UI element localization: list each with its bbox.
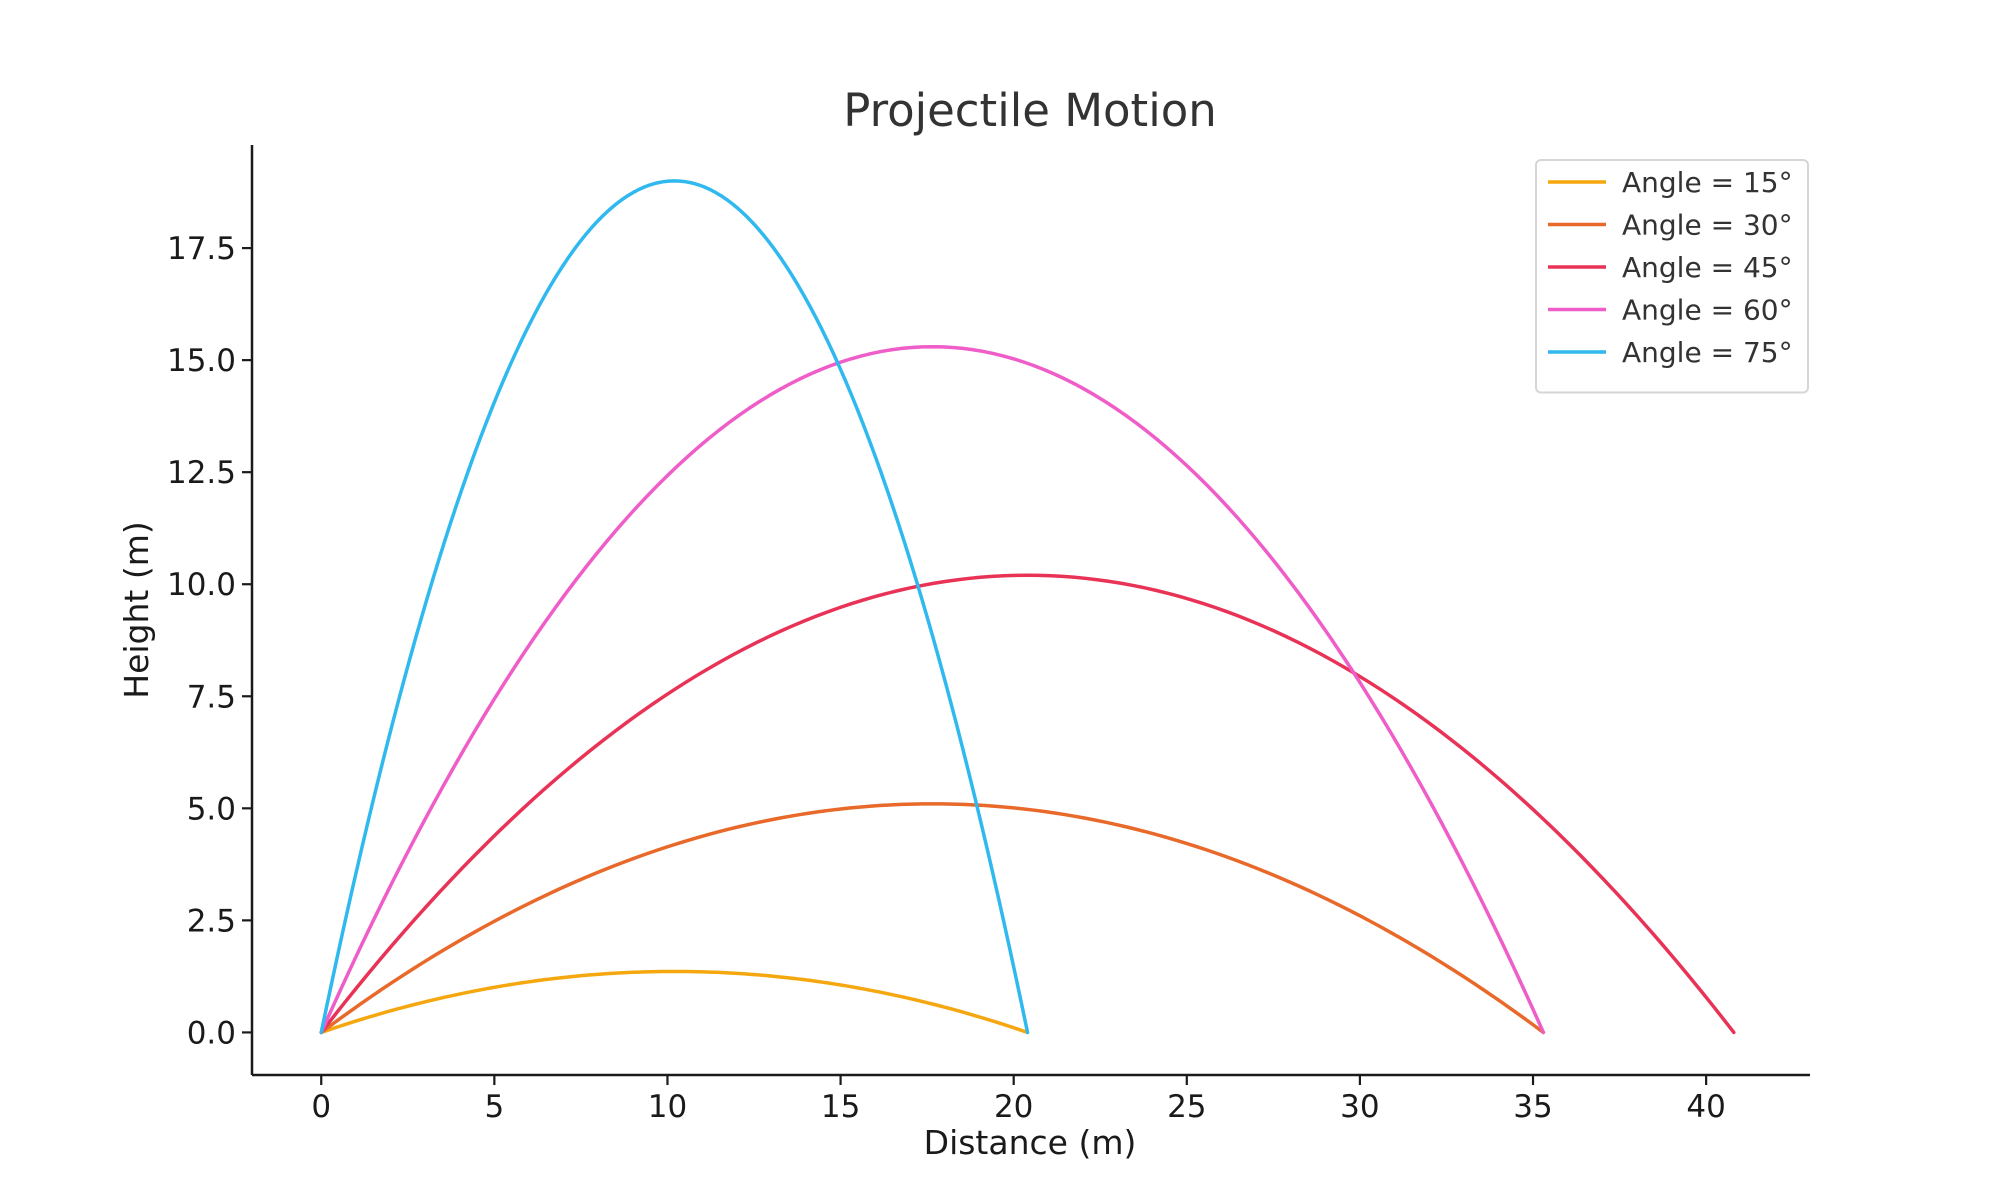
series-line-1 xyxy=(319,969,1030,1035)
series-line-5 xyxy=(319,179,1030,1035)
y-axis-label: Height (m) xyxy=(117,521,156,698)
plot-area: 0 5 10 15 20 25 30 35 40 0.0 2.5 5.0 7.5 10.0 12.5 15.0… xyxy=(167,145,1810,1125)
x-tick-label: 10 xyxy=(648,1089,687,1125)
x-tick-label: 25 xyxy=(1167,1089,1206,1125)
y-tick-label: 2.5 xyxy=(187,903,236,939)
y-tick-label: 7.5 xyxy=(187,679,236,715)
chart-title: Projectile Motion xyxy=(843,84,1217,137)
y-tick-label: 5.0 xyxy=(187,791,236,827)
legend-entry-label: Angle = 30° xyxy=(1622,209,1793,242)
x-tick-label: 5 xyxy=(484,1089,504,1125)
series-line-2 xyxy=(319,802,1546,1035)
series-line-3 xyxy=(319,573,1736,1035)
y-tick-label: 17.5 xyxy=(167,231,236,267)
x-tick-label: 35 xyxy=(1513,1089,1552,1125)
series-line-4 xyxy=(319,344,1546,1035)
y-tick-label: 15.0 xyxy=(167,343,236,379)
legend-entry-label: Angle = 75° xyxy=(1622,336,1793,369)
x-tick-label: 40 xyxy=(1686,1089,1725,1125)
x-tick-label: 20 xyxy=(994,1089,1033,1125)
y-tick-label: 12.5 xyxy=(167,455,236,491)
legend-entry-label: Angle = 45° xyxy=(1622,251,1793,284)
x-tick-label: 30 xyxy=(1340,1089,1379,1125)
x-tick-label: 15 xyxy=(821,1089,860,1125)
y-tick-label: 10.0 xyxy=(167,567,236,603)
legend-entry-label: Angle = 15° xyxy=(1622,166,1793,199)
y-tick-label: 0.0 xyxy=(187,1015,236,1051)
legend-entry-label: Angle = 60° xyxy=(1622,294,1793,327)
x-tick-label: 0 xyxy=(311,1089,331,1125)
legend-box xyxy=(1535,159,1809,394)
x-axis-label: Distance (m) xyxy=(924,1123,1137,1162)
